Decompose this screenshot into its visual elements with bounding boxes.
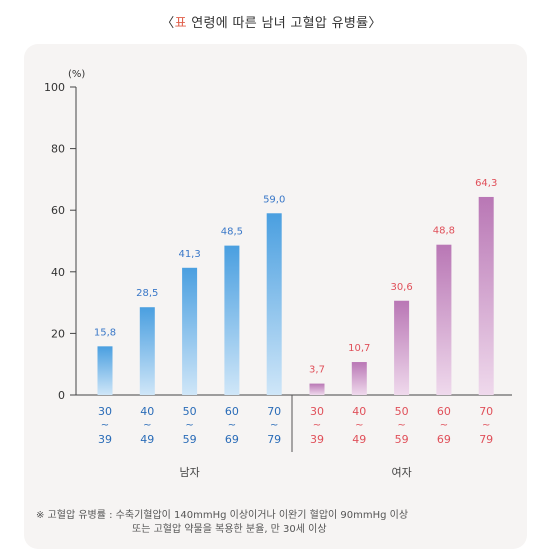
y-tick-label: 60 [51,204,65,217]
y-tick-label: 80 [51,143,65,156]
bar [97,346,113,395]
x-tick-label-tilde: ~ [313,420,321,431]
data-label: 28,5 [136,288,158,299]
data-label: 15,8 [94,327,116,338]
x-tick-label-end: 69 [225,433,239,446]
bar [309,383,325,395]
unit-label: (%) [68,69,85,80]
x-tick-label-tilde: ~ [440,420,448,431]
x-tick-label-tilde: ~ [397,420,405,431]
x-tick-label-tilde: ~ [228,420,236,431]
bar [478,196,494,395]
x-tick-label-tilde: ~ [482,420,490,431]
x-tick-label-end: 59 [183,433,197,446]
data-label: 10,7 [348,343,370,354]
x-tick-label-start: 40 [352,405,366,418]
x-tick-label-end: 39 [310,433,324,446]
bar [436,244,452,395]
x-tick-label-end: 59 [395,433,409,446]
x-tick-label-start: 70 [479,405,493,418]
data-label: 64,3 [475,178,497,189]
x-tick-label-tilde: ~ [143,420,151,431]
bar [139,307,155,395]
chart-title: 〈표 연령에 따른 남녀 고혈압 유병률〉 [0,12,543,31]
title-prefix: 표 [174,16,187,31]
title-bracket-close: 〉 [368,16,382,31]
footnote-line-1: ※ 고혈압 유병률 : 수축기혈압이 140mmHg 이상이거나 이완기 혈압이… [36,510,409,521]
x-tick-label-end: 69 [437,433,451,446]
group-label: 여자 [391,466,411,479]
x-tick-label-tilde: ~ [355,420,363,431]
data-label: 41,3 [178,249,200,260]
data-label: 48,8 [433,226,455,237]
data-label: 3,7 [309,365,325,376]
data-label: 48,5 [221,227,243,238]
footnote: ※ 고혈압 유병률 : 수축기혈압이 140mmHg 이상이거나 이완기 혈압이… [36,509,516,537]
bar [224,245,240,395]
bar [182,267,198,395]
y-tick-label: 0 [58,389,65,402]
title-text: 연령에 따른 남녀 고혈압 유병률 [186,16,369,31]
x-tick-label-start: 30 [98,405,112,418]
x-tick-label-tilde: ~ [101,420,109,431]
y-tick-label: 100 [44,81,65,94]
x-tick-label-end: 39 [98,433,112,446]
x-tick-label-start: 50 [395,405,409,418]
title-bracket-open: 〈 [161,16,175,31]
x-tick-label-tilde: ~ [270,420,278,431]
x-tick-label-end: 49 [352,433,366,446]
y-tick-label: 40 [51,266,65,279]
x-tick-label-start: 70 [267,405,281,418]
x-tick-label-end: 49 [140,433,154,446]
x-tick-label-start: 60 [225,405,239,418]
bar [394,300,410,395]
x-tick-label-start: 50 [183,405,197,418]
data-label: 30,6 [390,282,412,293]
x-tick-label-end: 79 [267,433,281,446]
y-tick-label: 20 [51,327,65,340]
x-tick-label-start: 60 [437,405,451,418]
x-tick-label-start: 40 [140,405,154,418]
bar [266,213,282,395]
x-tick-label-end: 79 [479,433,493,446]
bar [351,362,367,395]
group-label: 남자 [179,466,199,479]
footnote-line-2: 또는 고혈압 약물을 복용한 분율, 만 30세 이상 [132,524,327,535]
data-label: 59,0 [263,194,285,205]
x-tick-label-start: 30 [310,405,324,418]
x-tick-label-tilde: ~ [185,420,193,431]
